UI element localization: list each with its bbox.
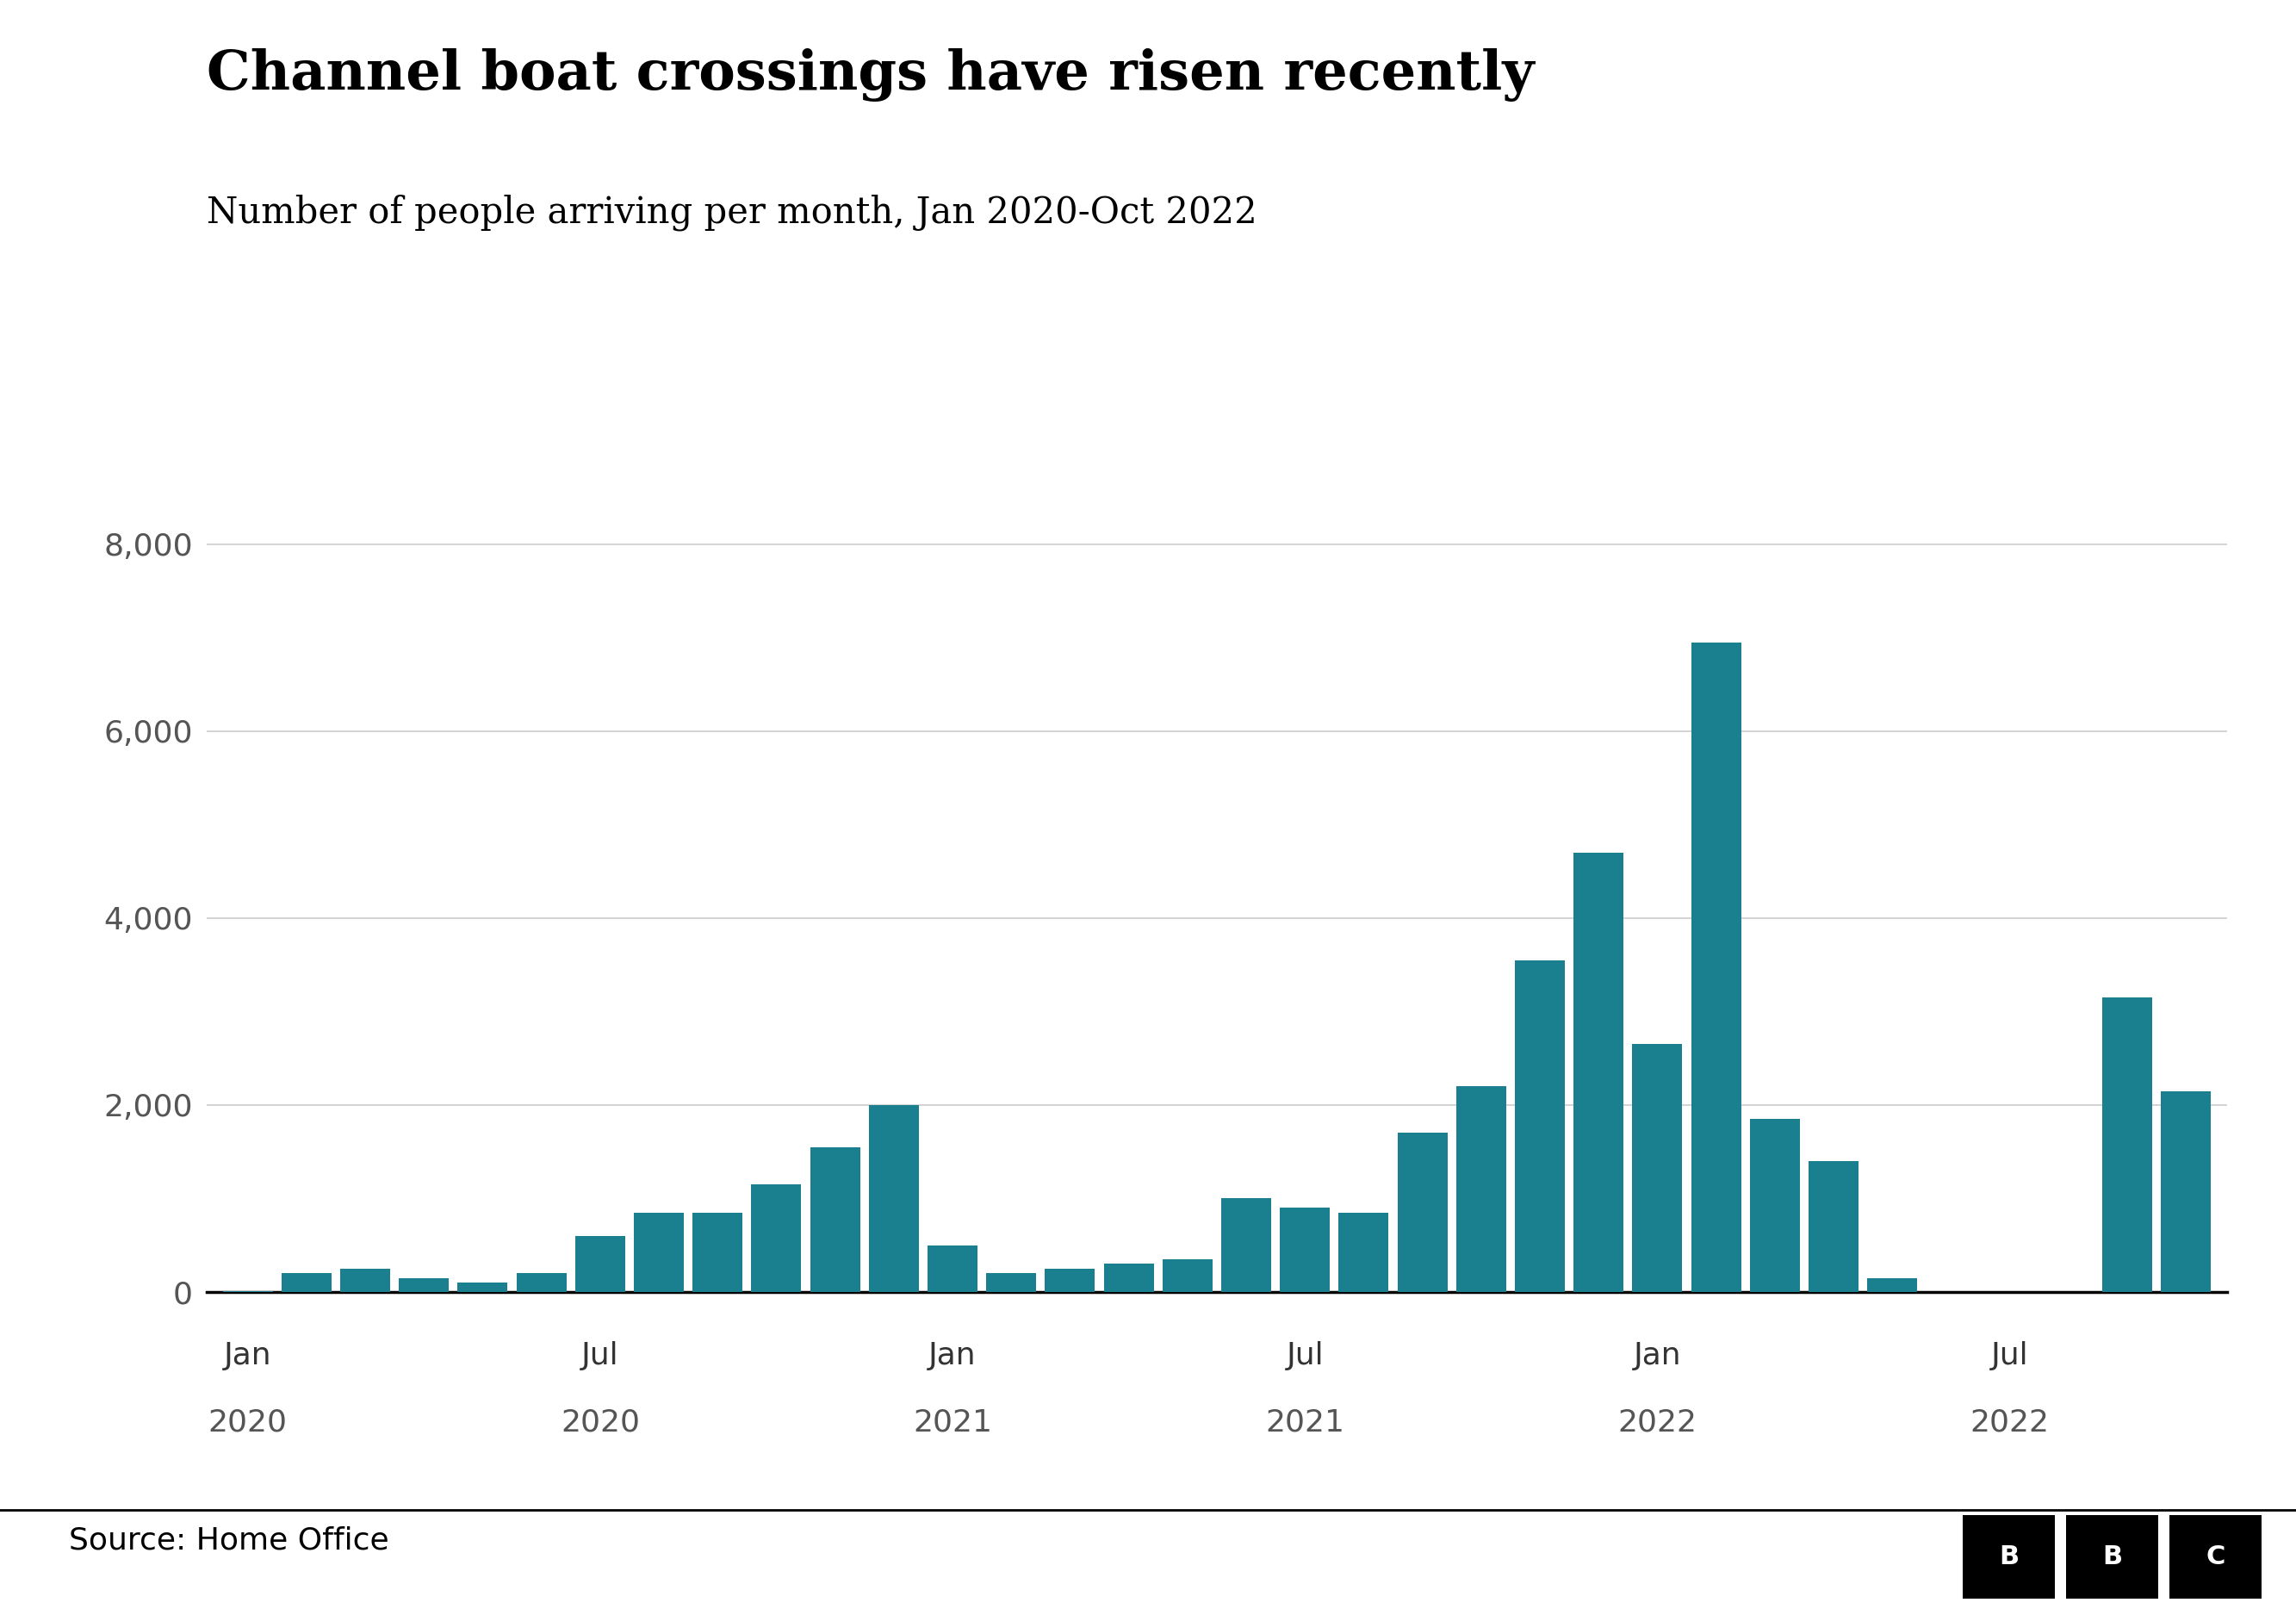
Bar [634,1213,684,1292]
Bar [1573,853,1623,1292]
Bar [1162,1260,1212,1292]
Bar [576,1235,625,1292]
Bar [1221,1198,1272,1292]
Text: Jul: Jul [1991,1340,2030,1370]
Text: 2020: 2020 [209,1407,287,1437]
Bar [1045,1269,1095,1292]
Text: Source: Home Office: Source: Home Office [69,1526,388,1555]
Bar [400,1277,450,1292]
Bar [2161,1092,2211,1292]
Bar [1104,1265,1153,1292]
Text: 2021: 2021 [1265,1407,1345,1437]
Bar [1456,1087,1506,1292]
Bar [1339,1213,1389,1292]
Text: C: C [2206,1544,2225,1570]
Text: 2020: 2020 [560,1407,641,1437]
Bar [457,1282,507,1292]
Text: 2021: 2021 [914,1407,992,1437]
Bar [1867,1277,1917,1292]
Bar [517,1273,567,1292]
Text: Jul: Jul [1286,1340,1325,1370]
Bar [340,1269,390,1292]
Text: 2022: 2022 [1970,1407,2050,1437]
Text: Jul: Jul [581,1340,620,1370]
Text: Number of people arriving per month, Jan 2020-Oct 2022: Number of people arriving per month, Jan… [207,194,1258,231]
Text: Jan: Jan [1632,1340,1681,1370]
Bar [1281,1208,1329,1292]
Bar [1632,1045,1683,1292]
Bar [1750,1119,1800,1292]
Text: 2022: 2022 [1619,1407,1697,1437]
Text: B: B [2103,1544,2122,1570]
Text: Jan: Jan [928,1340,976,1370]
Bar [2103,998,2151,1292]
Bar [751,1184,801,1292]
Text: Jan: Jan [223,1340,271,1370]
Bar [1515,959,1566,1292]
Bar [928,1245,978,1292]
Bar [868,1105,918,1292]
Bar [282,1273,331,1292]
Bar [693,1213,742,1292]
Text: Channel boat crossings have risen recently: Channel boat crossings have risen recent… [207,48,1534,102]
Bar [1398,1134,1446,1292]
Bar [987,1273,1035,1292]
Bar [1692,643,1740,1292]
Bar [1809,1161,1857,1292]
Bar [810,1147,861,1292]
Text: B: B [2000,1544,2018,1570]
